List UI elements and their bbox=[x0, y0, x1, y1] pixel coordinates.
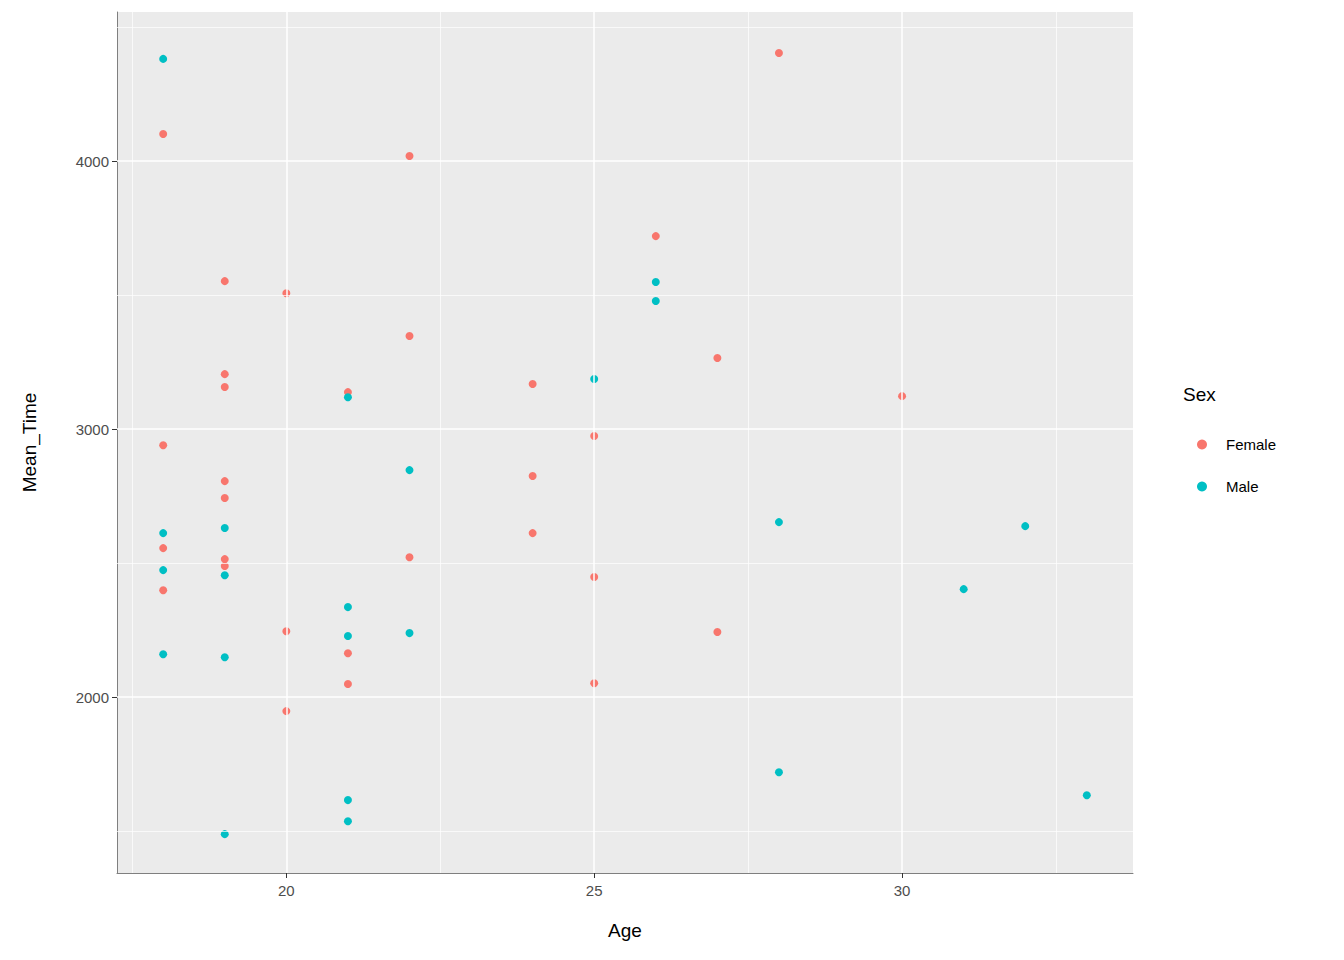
svg-text:Male: Male bbox=[1226, 478, 1259, 495]
svg-text:2000: 2000 bbox=[76, 689, 109, 706]
svg-text:25: 25 bbox=[586, 882, 603, 899]
svg-text:30: 30 bbox=[894, 882, 911, 899]
svg-text:Age: Age bbox=[608, 920, 642, 941]
svg-text:4000: 4000 bbox=[76, 153, 109, 170]
svg-text:20: 20 bbox=[278, 882, 295, 899]
svg-text:Female: Female bbox=[1226, 436, 1276, 453]
svg-text:Sex: Sex bbox=[1183, 384, 1216, 405]
svg-text:3000: 3000 bbox=[76, 421, 109, 438]
svg-text:Mean_Time: Mean_Time bbox=[19, 393, 41, 493]
